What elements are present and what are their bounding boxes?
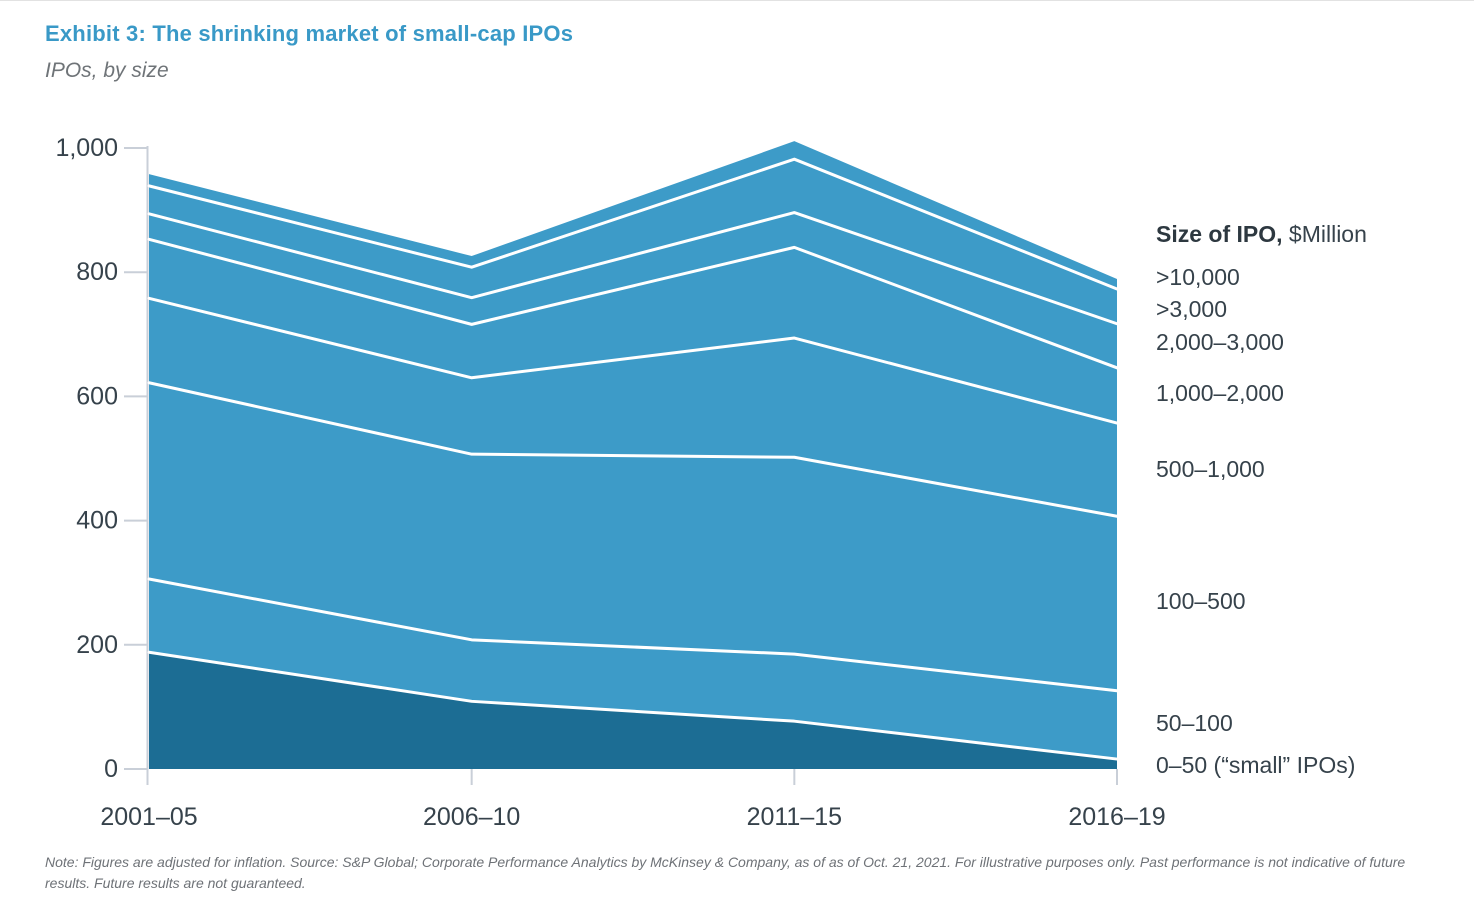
y-tick-label: 400: [76, 507, 118, 535]
band-separator-line: [147, 211, 1119, 326]
legend-item-3-000: >3,000: [1156, 296, 1227, 322]
legend-title: Size of IPO, $Million: [1156, 220, 1367, 248]
y-tick-label: 0: [104, 755, 118, 783]
x-tick-label: 2006–10: [423, 803, 520, 831]
page-title: Exhibit 3: The shrinking market of small…: [45, 21, 574, 46]
x-tick-label: 2001–05: [100, 803, 197, 831]
y-tick-label: 200: [76, 631, 118, 659]
band-separator-line: [147, 577, 1119, 693]
band-separator-line: [147, 650, 1119, 761]
area-band-50-100: [149, 578, 1117, 760]
legend-item-0-50-small-ipos: 0–50 (“small” IPOs): [1156, 752, 1356, 778]
legend-item-100-500: 100–500: [1156, 588, 1246, 614]
area-band-3-000: [149, 159, 1117, 324]
page-subtitle: IPOs, by size: [45, 59, 169, 82]
band-separator-line: [147, 157, 1119, 291]
area-band-1-000-2-000: [149, 239, 1117, 424]
legend-item-2-000-3-000: 2,000–3,000: [1156, 329, 1284, 355]
y-tick-label: 1,000: [55, 134, 118, 162]
band-separator-line: [147, 237, 1119, 370]
area-band-100-500: [149, 382, 1117, 691]
band-separator-line: [147, 381, 1119, 518]
legend-title-unit: $Million: [1282, 221, 1367, 247]
x-tick-label: 2016–19: [1068, 803, 1165, 831]
legend-title-bold: Size of IPO,: [1156, 221, 1283, 247]
source-note: Note: Figures are adjusted for inflation…: [45, 854, 1406, 891]
band-separator-line: [147, 296, 1119, 425]
y-tick-label: 800: [76, 258, 118, 286]
area-band-500-1-000: [149, 298, 1117, 517]
legend-item-10-000: >10,000: [1156, 264, 1240, 290]
legend-item-50-100: 50–100: [1156, 710, 1233, 736]
legend-item-1-000-2-000: 1,000–2,000: [1156, 380, 1284, 406]
area-band-10-000: [149, 141, 1117, 289]
x-tick-label: 2011–15: [747, 803, 842, 831]
area-band-0-50-small-ipos: [149, 652, 1117, 769]
area-band-2-000-3-000: [149, 212, 1117, 368]
legend-item-500-1-000: 500–1,000: [1156, 456, 1265, 482]
y-tick-label: 600: [76, 382, 118, 410]
